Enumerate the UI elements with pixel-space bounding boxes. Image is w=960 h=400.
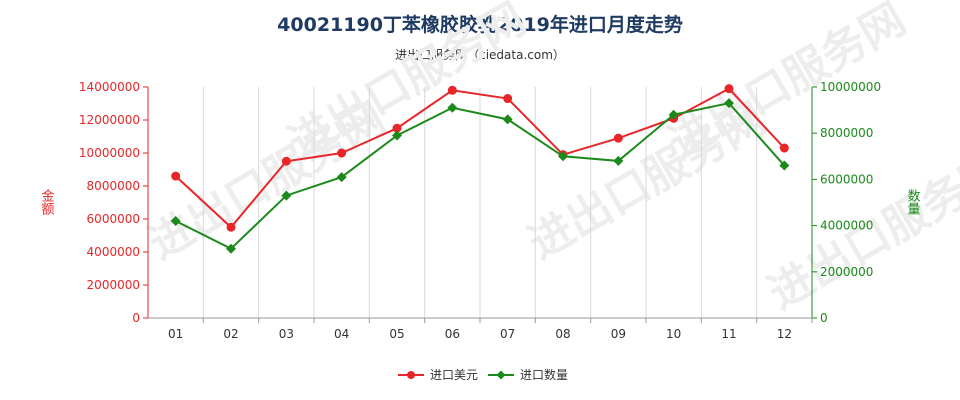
x-tick-label: 07 bbox=[500, 327, 515, 341]
series-line-2 bbox=[175, 102, 786, 250]
y-tick-label-right: 6000000 bbox=[820, 172, 873, 186]
legend-label: 进口数量 bbox=[520, 367, 568, 382]
y-tick-label-left: 14000000 bbox=[79, 80, 140, 94]
y-tick-label-right: 4000000 bbox=[820, 219, 873, 233]
data-point-quantity bbox=[226, 243, 236, 254]
y-tick-label-left: 6000000 bbox=[87, 212, 140, 226]
legend-marker bbox=[407, 371, 415, 379]
data-point-quantity bbox=[779, 160, 790, 171]
y-axis-title-left: 金额 bbox=[39, 188, 55, 216]
data-point-quantity bbox=[668, 109, 679, 120]
legend-label: 进口美元 bbox=[430, 368, 478, 382]
x-tick-label: 11 bbox=[721, 327, 736, 341]
data-point-quantity bbox=[392, 130, 402, 141]
data-point-quantity bbox=[558, 151, 568, 162]
y-tick-label-left: 10000000 bbox=[79, 146, 140, 160]
x-tick-label: 06 bbox=[445, 327, 460, 341]
y-tick-label-right: 8000000 bbox=[820, 126, 873, 140]
data-point-quantity bbox=[447, 102, 458, 113]
y-tick-label-right: 0 bbox=[820, 311, 828, 325]
chart-subtitle: 进出口服务网（ciedata.com） bbox=[395, 48, 565, 62]
y-tick-label-right: 2000000 bbox=[820, 265, 873, 279]
legend-marker bbox=[496, 370, 506, 380]
data-point-quantity bbox=[724, 98, 734, 109]
watermark-text: 进出口服务网 bbox=[280, 0, 534, 170]
data-point-usd bbox=[281, 156, 291, 166]
x-tick-label: 02 bbox=[223, 327, 238, 341]
y-axis-title-right: 数量 bbox=[905, 189, 921, 215]
y-tick-label-left: 0 bbox=[132, 311, 140, 325]
data-point-quantity bbox=[281, 190, 292, 201]
x-tick-label: 05 bbox=[389, 327, 404, 341]
data-point-usd bbox=[171, 171, 181, 181]
data-point-usd bbox=[779, 143, 789, 153]
data-point-usd bbox=[337, 148, 347, 158]
y-tick-label-left: 2000000 bbox=[87, 278, 140, 292]
y-tick-label-left: 12000000 bbox=[79, 113, 140, 127]
x-tick-label: 08 bbox=[555, 327, 570, 341]
data-point-usd bbox=[724, 84, 734, 94]
y-tick-label-left: 4000000 bbox=[87, 245, 140, 259]
x-tick-label: 12 bbox=[777, 327, 792, 341]
x-tick-label: 04 bbox=[334, 327, 349, 341]
data-point-usd bbox=[503, 94, 513, 104]
x-tick-label: 09 bbox=[611, 327, 626, 341]
data-point-quantity bbox=[502, 114, 513, 125]
data-point-quantity bbox=[613, 155, 624, 166]
data-point-usd bbox=[447, 85, 457, 95]
y-tick-label-left: 8000000 bbox=[87, 179, 140, 193]
x-tick-label: 10 bbox=[666, 327, 681, 341]
y-tick-label-right: 10000000 bbox=[820, 80, 881, 94]
x-tick-label: 03 bbox=[279, 327, 294, 341]
data-point-quantity bbox=[170, 215, 181, 226]
data-point-usd bbox=[226, 222, 236, 232]
data-point-quantity bbox=[336, 172, 347, 183]
x-tick-label: 01 bbox=[168, 327, 183, 341]
data-point-usd bbox=[392, 123, 402, 133]
chart-title: 40021190丁苯橡胶胶乳2019年进口月度走势 bbox=[277, 14, 683, 36]
data-point-usd bbox=[613, 133, 623, 143]
